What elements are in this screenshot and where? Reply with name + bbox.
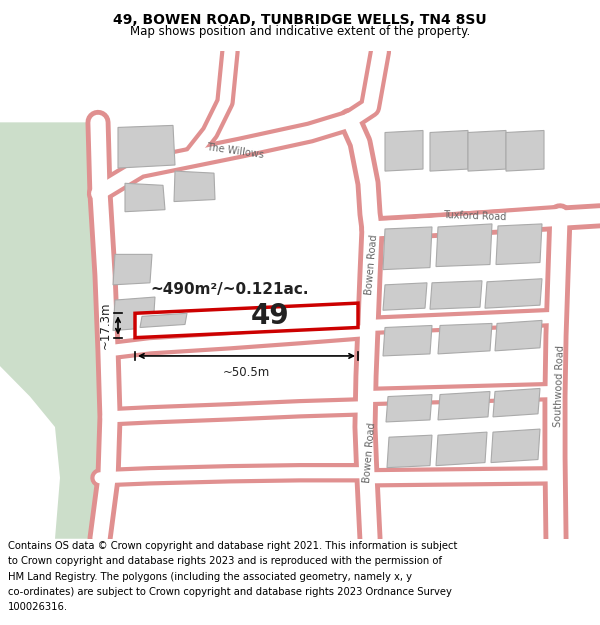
Text: 49, BOWEN ROAD, TUNBRIDGE WELLS, TN4 8SU: 49, BOWEN ROAD, TUNBRIDGE WELLS, TN4 8SU [113,12,487,27]
Polygon shape [383,282,427,310]
Text: Bowen Road: Bowen Road [364,234,380,295]
Text: to Crown copyright and database rights 2023 and is reproduced with the permissio: to Crown copyright and database rights 2… [8,556,442,566]
Text: Map shows position and indicative extent of the property.: Map shows position and indicative extent… [130,26,470,39]
Polygon shape [491,429,540,462]
Text: 100026316.: 100026316. [8,602,68,612]
Text: ~17.3m: ~17.3m [99,302,112,349]
Polygon shape [436,432,487,466]
Polygon shape [113,254,152,285]
Polygon shape [430,131,468,171]
Text: Southwood Road: Southwood Road [553,346,565,428]
Polygon shape [383,326,432,356]
Polygon shape [493,388,540,417]
Text: HM Land Registry. The polygons (including the associated geometry, namely x, y: HM Land Registry. The polygons (includin… [8,571,412,581]
Text: Contains OS data © Crown copyright and database right 2021. This information is : Contains OS data © Crown copyright and d… [8,541,457,551]
Text: Tuxford Road: Tuxford Road [443,209,507,222]
Polygon shape [485,279,542,308]
Text: The Willows: The Willows [206,142,265,160]
Polygon shape [0,122,115,539]
Polygon shape [118,126,175,168]
Text: ~490m²/~0.121ac.: ~490m²/~0.121ac. [150,282,308,298]
Polygon shape [495,321,542,351]
Text: ~50.5m: ~50.5m [223,366,270,379]
Polygon shape [135,303,358,338]
Text: co-ordinates) are subject to Crown copyright and database rights 2023 Ordnance S: co-ordinates) are subject to Crown copyr… [8,587,452,597]
Text: 49: 49 [251,302,289,331]
Polygon shape [174,171,215,201]
Polygon shape [383,227,432,269]
Polygon shape [468,131,506,171]
Polygon shape [125,183,165,212]
Polygon shape [386,394,432,422]
Polygon shape [436,224,492,266]
Polygon shape [430,281,482,309]
Polygon shape [113,297,155,331]
Polygon shape [385,131,423,171]
Polygon shape [438,391,490,420]
Polygon shape [506,131,544,171]
Polygon shape [496,224,542,264]
Polygon shape [140,313,187,328]
Text: Bowen Road: Bowen Road [362,422,377,483]
Polygon shape [387,435,432,468]
Polygon shape [438,324,492,354]
